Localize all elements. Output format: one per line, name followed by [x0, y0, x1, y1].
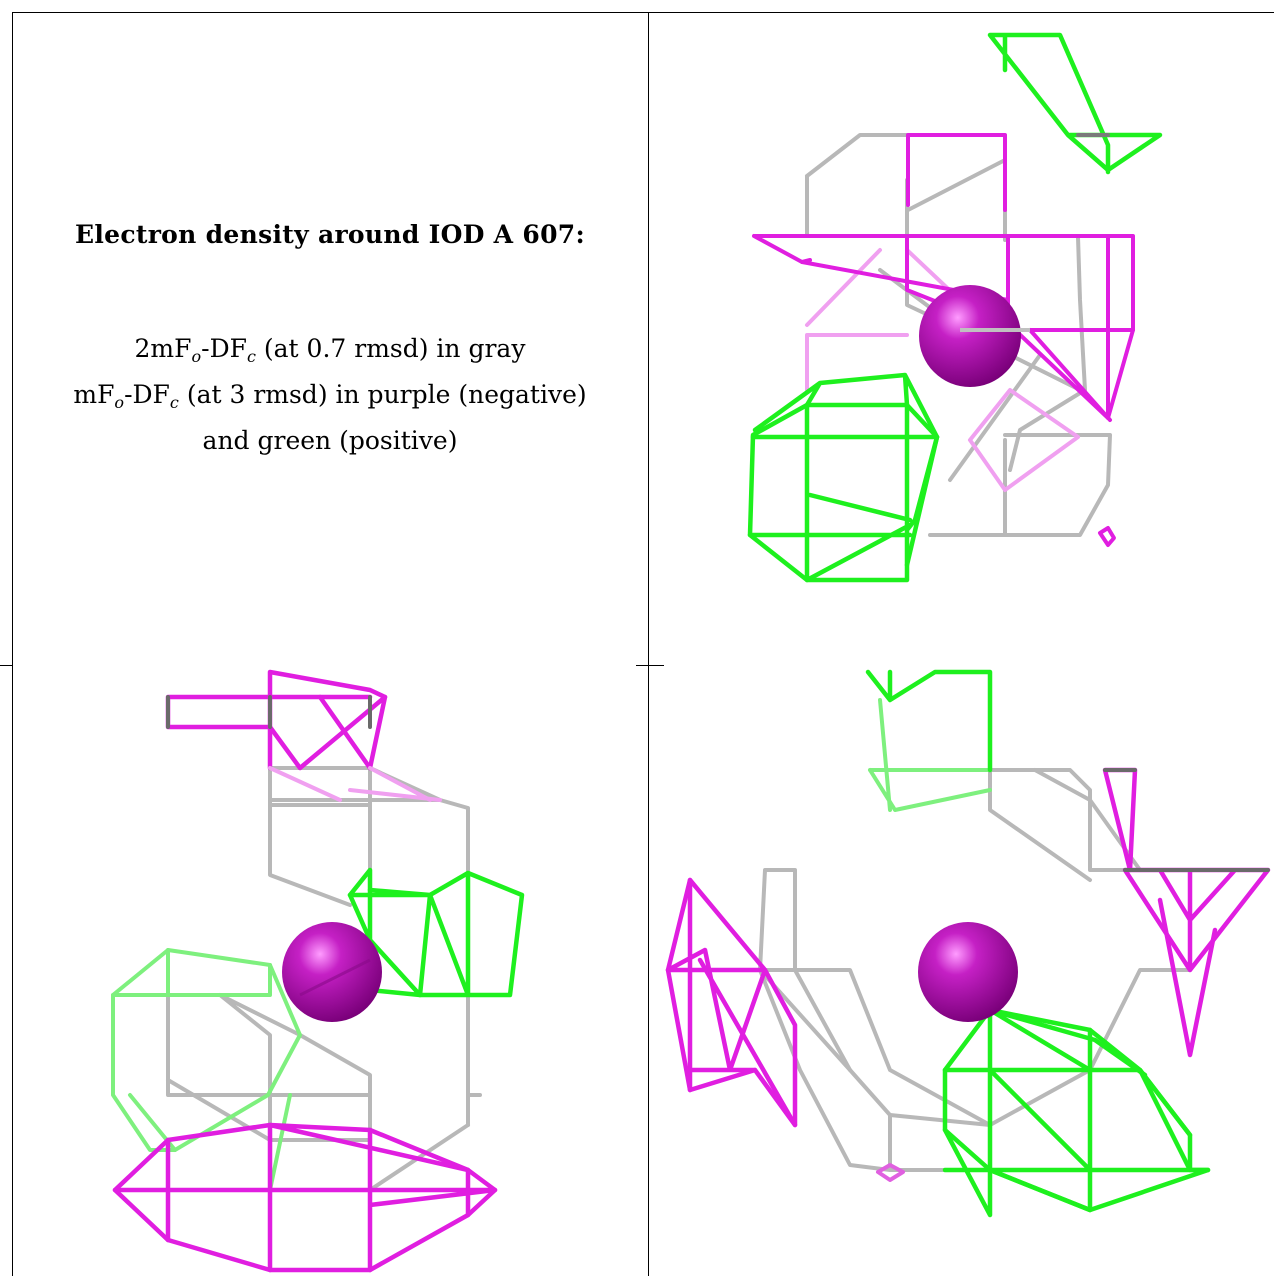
density-view-top-right: [747, 32, 1163, 583]
green-mesh: [865, 669, 1211, 1218]
grid-top-border: [12, 12, 1274, 13]
view-top-right: [649, 13, 1274, 665]
green-mesh-faint: [111, 948, 302, 1192]
legend-line-gray: 2mFo-DFc (at 0.7 rmsd) in gray: [134, 334, 526, 366]
green-mesh: [347, 867, 525, 998]
gray-mesh: [166, 766, 482, 1192]
grid-vertical-divider: [648, 12, 649, 1276]
grid-horizontal-divider-mid: [636, 665, 664, 666]
purple-mesh-faint: [805, 248, 1080, 492]
legend-line-purple: mFo-DFc (at 3 rmsd) in purple (negative): [73, 380, 587, 412]
green-mesh-faint: [868, 698, 992, 812]
density-view-bottom-right: [665, 669, 1271, 1218]
purple-mesh: [665, 767, 1271, 1128]
caption-title: Electron density around IOD A 607:: [74, 220, 586, 249]
iodine-sphere: [918, 922, 1018, 1022]
view-bottom-left: [13, 666, 648, 1276]
purple-mesh-faint: [268, 766, 442, 802]
grid-horizontal-divider-left: [0, 665, 12, 666]
grid-left-border: [12, 12, 13, 1276]
caption-legend: 2mFo-DFc (at 0.7 rmsd) in gray mFo-DFc (…: [12, 330, 648, 460]
legend-line-green: and green (positive): [202, 426, 458, 455]
sphere-shadow-line: [299, 958, 371, 997]
green-mesh: [747, 32, 1163, 583]
iodine-sphere: [282, 922, 382, 1022]
caption-panel: Electron density around IOD A 607: 2mFo-…: [12, 12, 648, 666]
view-bottom-right: [649, 666, 1274, 1276]
density-view-bottom-left: [111, 669, 525, 1273]
iodine-sphere: [919, 285, 1021, 387]
